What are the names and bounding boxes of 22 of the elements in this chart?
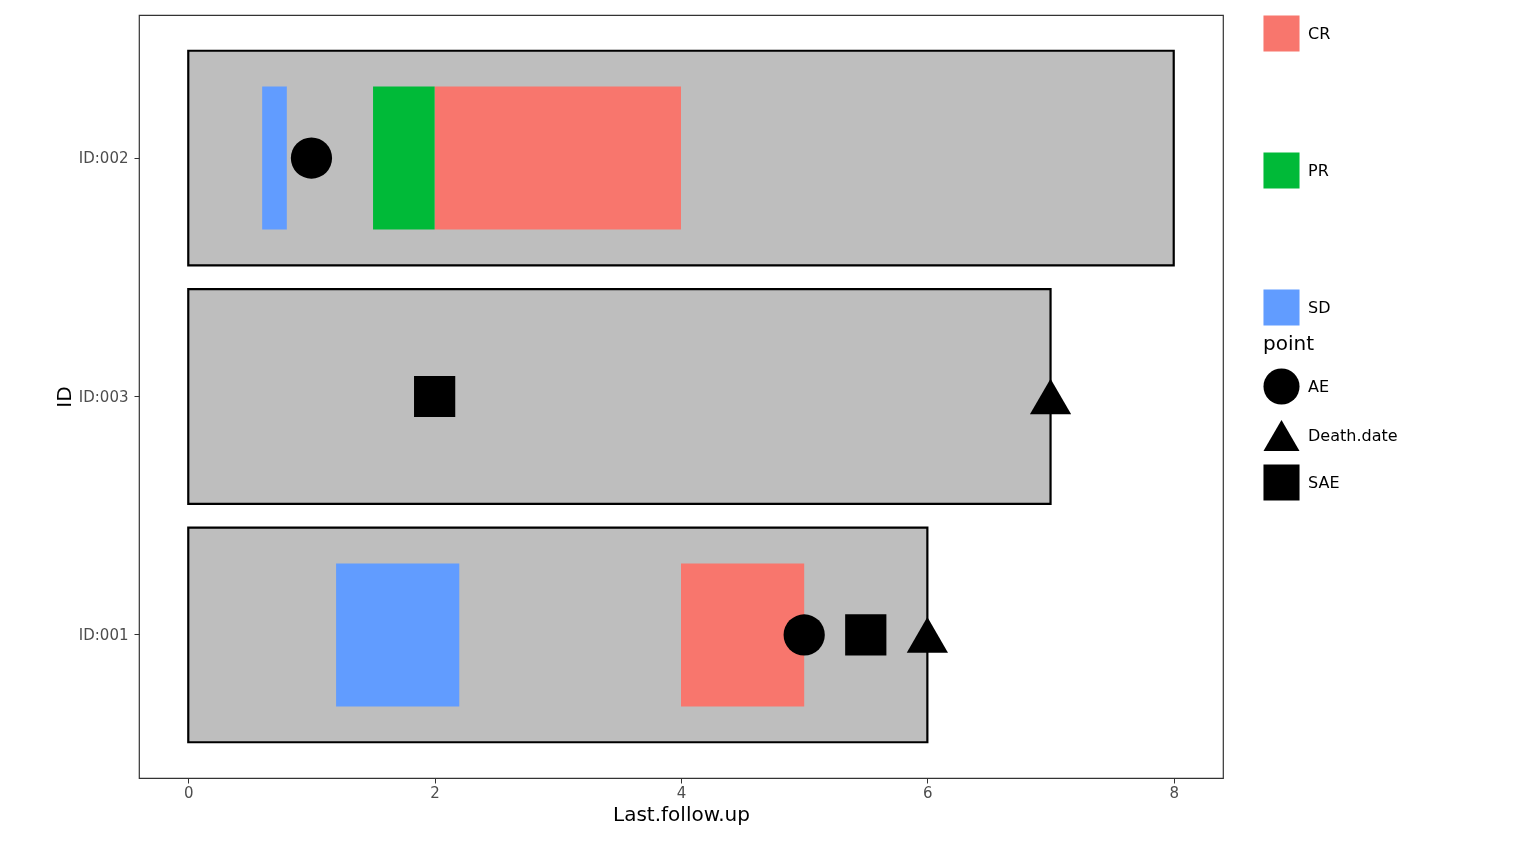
x-tick-label: 6	[923, 783, 933, 802]
y-axis-title: ID	[51, 386, 76, 408]
bar	[434, 86, 681, 230]
y-tick-label: ID:002	[78, 149, 129, 168]
legend-label: SD	[1308, 297, 1331, 317]
x-tick-label: 2	[430, 783, 440, 802]
x-tick-label: 4	[676, 783, 687, 802]
x-tick-label: 8	[1169, 783, 1179, 802]
legend-label: AE	[1308, 376, 1330, 396]
bar	[262, 86, 287, 230]
x-axis-title: Last.follow.up	[613, 801, 750, 826]
y-tick-label: ID:003	[78, 387, 129, 406]
y-tick-label: ID:001	[78, 625, 129, 644]
bar	[373, 86, 435, 230]
legend-label: PR	[1308, 160, 1329, 180]
legend-label: Death.date	[1308, 425, 1398, 445]
x-tick-label: 0	[184, 783, 194, 802]
bar	[681, 563, 805, 707]
bar	[336, 563, 460, 707]
legend-label: CR	[1308, 23, 1331, 43]
legend-title: point	[1263, 331, 1315, 355]
legend-label: SAE	[1308, 472, 1340, 492]
